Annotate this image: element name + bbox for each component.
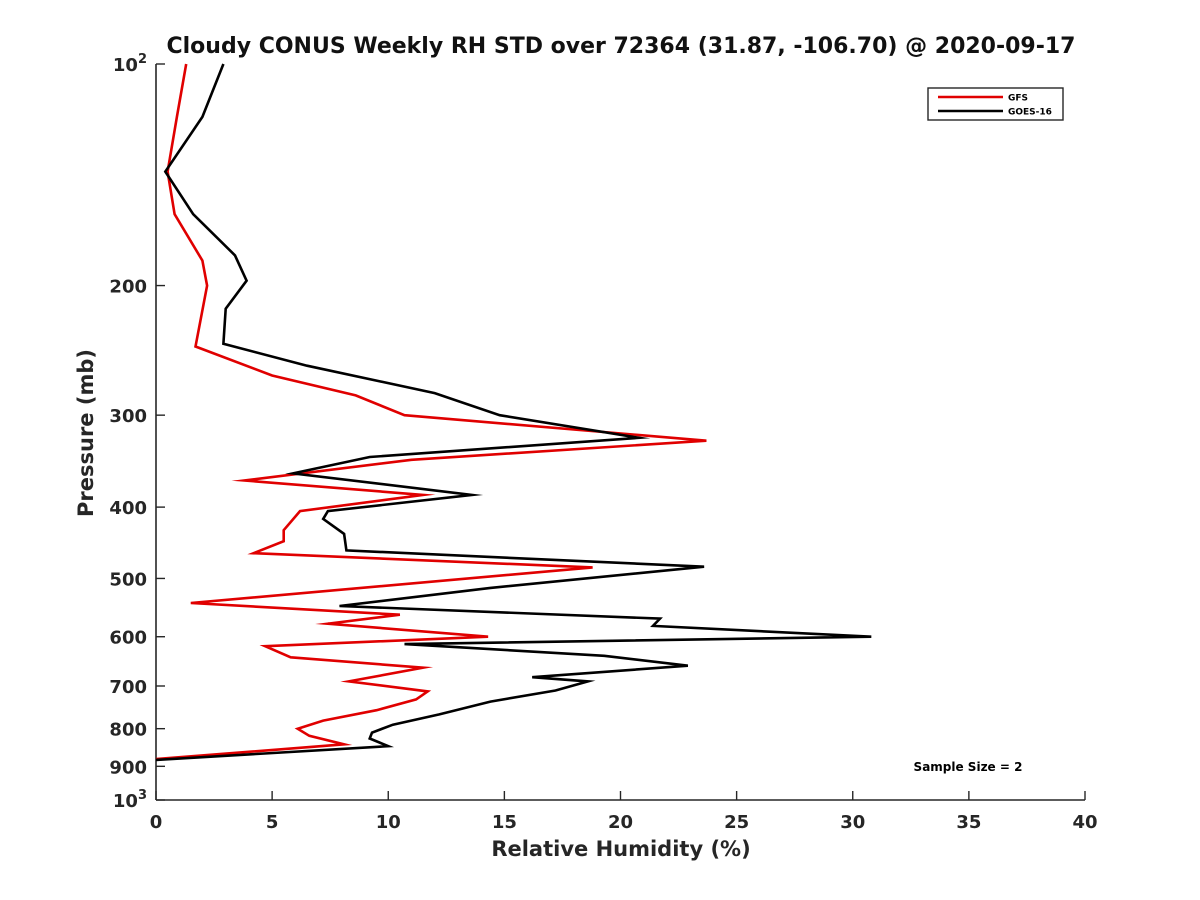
x-tick-label: 35: [956, 812, 981, 833]
y-axis-label: Pressure (mb): [74, 349, 98, 517]
y-tick-label: 103: [113, 788, 147, 812]
y-tick-label: 102: [113, 52, 147, 76]
y-tick-label: 200: [109, 277, 147, 298]
legend-entry: GFS: [1008, 94, 1028, 104]
x-tick-label: 5: [266, 812, 279, 833]
x-tick-label: 10: [376, 812, 401, 833]
x-axis-label: Relative Humidity (%): [491, 837, 750, 861]
y-tick-label: 500: [109, 569, 147, 590]
sample-size-annotation: Sample Size = 2: [914, 760, 1023, 774]
x-tick-label: 40: [1072, 812, 1097, 833]
y-tick-label: 700: [109, 677, 147, 698]
y-tick-label: 400: [109, 498, 147, 519]
gfs-series-line: [155, 63, 707, 761]
x-tick-label: 0: [150, 812, 163, 833]
chart-title: Cloudy CONUS Weekly RH STD over 72364 (3…: [167, 34, 1076, 59]
y-tick-label: 300: [109, 406, 147, 427]
x-tick-label: 25: [724, 812, 749, 833]
x-tick-label: 15: [492, 812, 517, 833]
plot-frame: [155, 64, 1085, 801]
legend: GFS GOES-16: [927, 87, 1064, 121]
y-tick-label: 600: [109, 628, 147, 649]
x-axis: 0 5 10 15 20 25 30 35 40: [150, 791, 1098, 833]
goes-16-series-line: [155, 63, 872, 762]
y-tick-label: 900: [109, 757, 147, 778]
legend-entry: GOES-16: [1008, 108, 1052, 118]
x-tick-label: 20: [608, 812, 633, 833]
series-layer: [155, 63, 872, 762]
x-tick-label: 30: [840, 812, 865, 833]
y-tick-label: 800: [109, 720, 147, 741]
legend-box: [927, 87, 1064, 121]
y-axis: 102 200 300 400 500 600 700 800 900 103: [109, 52, 165, 812]
